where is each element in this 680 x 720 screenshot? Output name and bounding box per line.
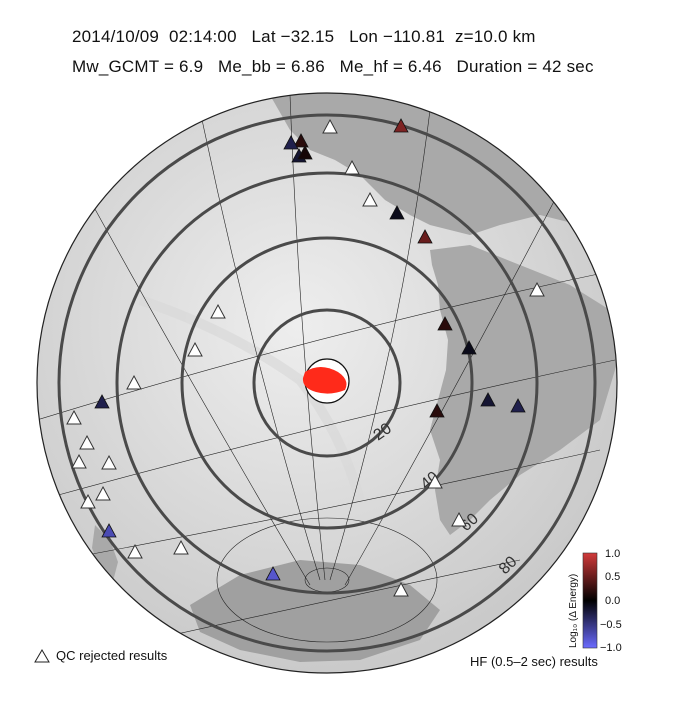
qc-rejected-station-marker bbox=[79, 434, 95, 450]
magnitude-line: Mw_GCMT = 6.9 Me_bb = 6.86 Me_hf = 6.46 … bbox=[72, 57, 594, 77]
event-lon: Lon −110.81 bbox=[349, 27, 446, 46]
colorbar: 1.0 0.5 0.0 −0.5 −1.0 Log₁₀ (Δ Energy) bbox=[568, 548, 622, 654]
qc-rejected-station-marker bbox=[71, 453, 87, 469]
me-hf: Me_hf = 6.46 bbox=[339, 57, 442, 76]
event-lat: Lat −32.15 bbox=[251, 27, 335, 46]
station-marker bbox=[94, 394, 110, 409]
qc-rejected-station-marker bbox=[529, 281, 545, 297]
globe: 20 40 60 80 bbox=[36, 92, 618, 674]
me-bb: Me_bb = 6.86 bbox=[218, 57, 325, 76]
station-marker bbox=[265, 566, 281, 581]
event-time: 02:14:00 bbox=[168, 27, 237, 46]
graticule-line bbox=[199, 109, 321, 581]
qc-rejected-station-marker bbox=[80, 493, 96, 509]
distance-ring-40 bbox=[180, 236, 474, 530]
graticule-line bbox=[216, 517, 438, 643]
colorbar-tick: 1.0 bbox=[605, 548, 620, 560]
event-depth: z=10.0 km bbox=[454, 27, 536, 46]
globe-outline bbox=[36, 92, 618, 674]
graticule bbox=[37, 94, 617, 643]
distance-ring-60 bbox=[115, 171, 539, 595]
stations bbox=[66, 118, 545, 597]
qc-rejected-station-marker bbox=[66, 409, 82, 425]
distance-ring-80 bbox=[57, 113, 597, 653]
station-marker bbox=[389, 205, 405, 220]
colorbar-tick: 0.5 bbox=[605, 571, 620, 583]
qc-rejected-station-marker bbox=[322, 118, 338, 134]
beachball-compression bbox=[302, 367, 347, 394]
qc-rejected-station-marker bbox=[95, 485, 111, 501]
colorbar-title: Log₁₀ (Δ Energy) bbox=[568, 574, 579, 648]
graticule-line bbox=[149, 559, 521, 641]
qc-rejected-station-marker bbox=[393, 581, 409, 597]
colorbar-tick: −0.5 bbox=[600, 619, 622, 631]
event-date: 2014/10/09 bbox=[72, 27, 160, 46]
station-marker bbox=[437, 316, 453, 331]
graticule-line bbox=[289, 94, 326, 581]
qc-legend: QC rejected results bbox=[34, 648, 167, 663]
qc-rejected-station-marker bbox=[187, 341, 203, 357]
duration: Duration = 42 sec bbox=[456, 57, 594, 76]
new-zealand-land bbox=[92, 525, 118, 585]
graticule-line bbox=[39, 359, 616, 501]
station-marker bbox=[101, 523, 117, 538]
south-america-land bbox=[430, 245, 617, 535]
hf-legend: HF (0.5–2 sec) results bbox=[470, 654, 598, 669]
station-marker bbox=[480, 392, 496, 407]
qc-legend-label: QC rejected results bbox=[56, 648, 168, 663]
qc-rejected-station-marker bbox=[362, 191, 378, 207]
qc-rejected-station-marker bbox=[427, 473, 443, 489]
graticule-line bbox=[344, 189, 561, 586]
qc-rejected-station-marker bbox=[127, 543, 143, 559]
qc-rejected-station-marker bbox=[101, 454, 117, 470]
station-marker bbox=[393, 118, 409, 133]
colorbar-tick: −1.0 bbox=[600, 642, 622, 654]
station-marker bbox=[461, 340, 477, 355]
qc-rejected-station-marker bbox=[451, 511, 467, 527]
north-america-land bbox=[270, 93, 610, 235]
qc-rejected-station-marker bbox=[173, 539, 189, 555]
distance-ring-20 bbox=[252, 308, 402, 458]
station-marker bbox=[417, 229, 433, 244]
station-marker bbox=[510, 398, 526, 413]
focal-mechanism bbox=[302, 358, 350, 404]
station-marker bbox=[293, 133, 309, 148]
mw-gcmt: Mw_GCMT = 6.9 bbox=[72, 57, 204, 76]
qc-rejected-station-marker bbox=[344, 159, 360, 175]
event-info-line: 2014/10/09 02:14:00 Lat −32.15 Lon −110.… bbox=[72, 27, 536, 47]
qc-rejected-station-marker bbox=[210, 303, 226, 319]
qc-rejected-station-marker bbox=[126, 374, 142, 390]
graticule-line bbox=[89, 199, 311, 586]
colorbar-ticks: 1.0 0.5 0.0 −0.5 −1.0 bbox=[600, 548, 622, 654]
station-marker bbox=[297, 145, 313, 160]
qc-triangle-icon bbox=[34, 648, 50, 662]
station-marker bbox=[283, 135, 299, 150]
colorbar-tick: 0.0 bbox=[605, 595, 620, 607]
colorbar-gradient bbox=[582, 552, 598, 649]
station-marker bbox=[429, 403, 445, 418]
ridge-feature bbox=[138, 295, 365, 502]
distance-rings bbox=[57, 113, 597, 653]
